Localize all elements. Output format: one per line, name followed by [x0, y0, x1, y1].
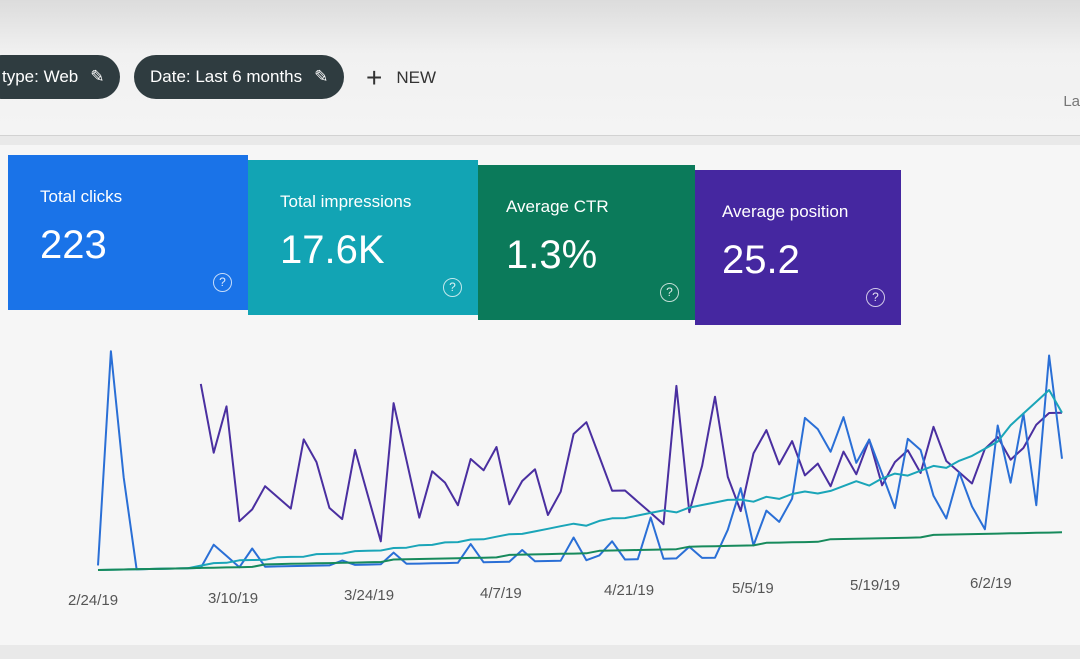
plus-icon: + [366, 62, 383, 93]
metric-card-total-impressions[interactable]: Total impressions 17.6K ? [248, 160, 478, 315]
x-tick-label: 3/24/19 [344, 587, 395, 604]
filter-chip-date[interactable]: Date: Last 6 months ✎ [134, 55, 345, 99]
filter-label: type: Web [2, 67, 79, 86]
metric-value: 1.3% [506, 233, 598, 277]
truncated-text: La [1063, 93, 1080, 110]
metric-value: 223 [40, 223, 107, 267]
metric-label: Average position [722, 202, 849, 221]
metric-label: Average CTR [506, 197, 609, 216]
help-icon[interactable]: ? [213, 273, 232, 292]
filter-label: Date: Last 6 months [150, 67, 303, 86]
filter-bar: type: Web ✎ Date: Last 6 months ✎ + NEW … [0, 0, 1080, 136]
series-line-3 [97, 531, 1063, 571]
metric-label: Total clicks [40, 187, 123, 206]
series-line-2 [97, 389, 1063, 571]
new-label: NEW [396, 68, 437, 87]
x-tick-label: 4/7/19 [480, 584, 522, 602]
series-line-0 [199, 383, 1063, 543]
new-filter-button[interactable]: + NEW [366, 62, 437, 93]
x-tick-label: 6/2/19 [970, 574, 1012, 592]
metric-card-average-position[interactable]: Average position 25.2 ? [695, 170, 901, 325]
metric-value: 25.2 [722, 238, 800, 282]
help-icon[interactable]: ? [443, 278, 462, 297]
x-tick-label: 4/21/19 [604, 582, 655, 599]
help-icon[interactable]: ? [866, 288, 885, 307]
x-tick-label: 3/10/19 [208, 589, 259, 607]
metric-label: Total impressions [280, 192, 412, 211]
pencil-icon[interactable]: ✎ [90, 67, 105, 86]
metric-card-total-clicks[interactable]: Total clicks 223 ? [8, 155, 248, 310]
performance-chart [97, 350, 1063, 571]
x-tick-label: 5/19/19 [850, 577, 901, 594]
x-tick-label: 5/5/19 [732, 579, 774, 597]
x-tick-label: 2/24/19 [68, 592, 119, 609]
series-line-1 [97, 350, 1063, 571]
help-icon[interactable]: ? [660, 283, 679, 302]
metric-card-average-ctr[interactable]: Average CTR 1.3% ? [478, 165, 695, 320]
filter-chip-search-type[interactable]: type: Web ✎ [0, 55, 121, 99]
pencil-icon[interactable]: ✎ [314, 67, 329, 86]
metric-value: 17.6K [280, 228, 385, 272]
